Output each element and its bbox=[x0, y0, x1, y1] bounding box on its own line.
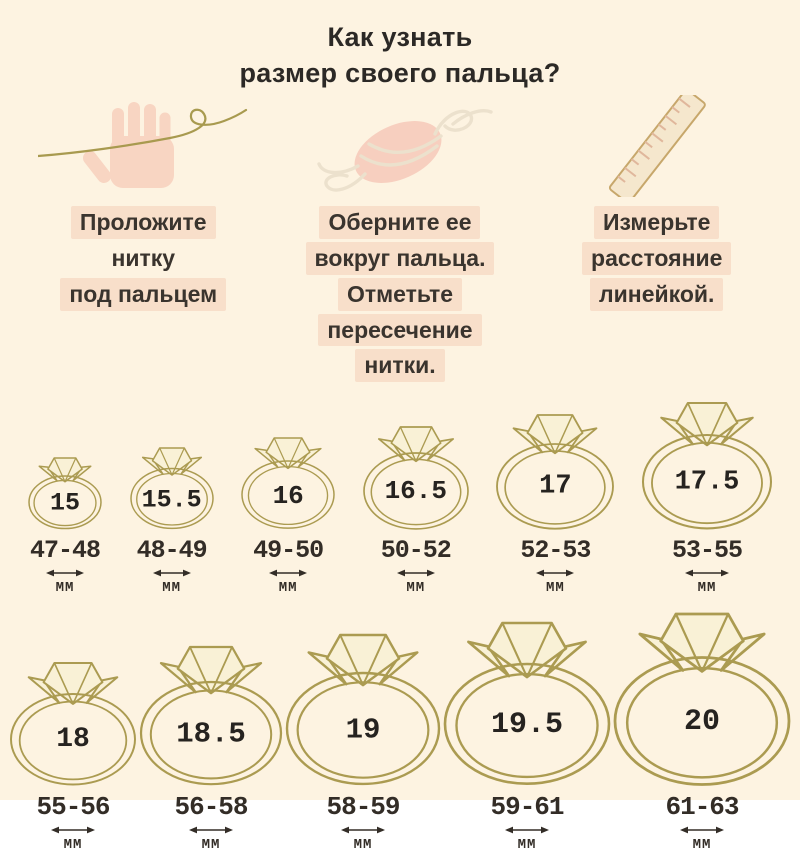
ring-size-number: 19.5 bbox=[490, 708, 564, 743]
finger-wrapped-thread-icon bbox=[268, 95, 531, 197]
ring-illustration: 20 bbox=[612, 612, 792, 789]
ring-size-card: 16 49-50 ММ bbox=[239, 436, 337, 596]
ring-unit-label: ММ bbox=[162, 579, 181, 596]
step-measure-ruler-text: Измерьте расстояние линейкой. bbox=[582, 203, 732, 313]
ring-size-number: 18 bbox=[56, 723, 90, 755]
ring-illustration: 16 bbox=[239, 436, 337, 532]
ring-size-number: 17.5 bbox=[674, 467, 740, 498]
step-wrap-thread-text: Оберните ее вокруг пальца. Отметьте пересеч… bbox=[305, 203, 495, 385]
ring-size-card: 18.5 56-58 ММ bbox=[138, 645, 284, 853]
step-measure-ruler: Измерьте расстояние линейкой. bbox=[532, 95, 782, 385]
ring-illustration: 15 bbox=[26, 456, 104, 533]
ring-size-card: 20 61-63 ММ bbox=[612, 612, 792, 853]
ring-unit-label: ММ bbox=[517, 836, 537, 853]
step-text-line: нитку bbox=[111, 245, 176, 271]
ring-size-number: 17 bbox=[539, 471, 572, 502]
ring-size-number: 20 bbox=[683, 704, 721, 739]
ring-unit-label: ММ bbox=[201, 836, 221, 853]
step-lay-thread-text: Проложите нитку под пальцем bbox=[60, 203, 227, 313]
page-title-line2: размер своего пальца? bbox=[239, 57, 561, 88]
ring-unit-label: ММ bbox=[406, 579, 426, 596]
ring-circumference-range: 47-48 bbox=[29, 536, 101, 566]
ring-size-number: 15.5 bbox=[141, 485, 202, 514]
ring-illustration: 18.5 bbox=[138, 645, 284, 788]
page-title-line1: Как узнать bbox=[327, 22, 473, 52]
ring-unit-label: ММ bbox=[278, 579, 298, 596]
ring-row-small-sizes: 15 47-48 ММ 15.5 48-49 ММ 16 49-50 ММ 16.5 50-52 ММ… bbox=[0, 401, 800, 596]
ring-unit-label: ММ bbox=[353, 836, 373, 853]
step-text-line: под пальцем bbox=[60, 277, 227, 311]
ring-circumference-range: 48-49 bbox=[136, 536, 208, 566]
step-lay-thread: Проложите нитку под пальцем bbox=[18, 95, 268, 385]
page-title: Как узнать размер своего пальца? bbox=[0, 0, 800, 91]
ring-unit-label: ММ bbox=[697, 579, 717, 596]
ring-illustration: 19 bbox=[284, 633, 442, 788]
ring-size-number: 16.5 bbox=[384, 476, 447, 507]
step-text-line: Измерьте bbox=[594, 206, 720, 239]
ring-circumference-range: 56-58 bbox=[174, 792, 248, 823]
ring-size-number: 18.5 bbox=[176, 717, 246, 751]
ring-size-card: 17 52-53 ММ bbox=[494, 413, 616, 596]
step-text-line: нитки. bbox=[355, 349, 445, 382]
step-text-line: Оберните ее bbox=[319, 206, 481, 239]
ring-size-card: 15 47-48 ММ bbox=[26, 456, 104, 596]
ring-row-large-sizes: 18 55-56 ММ 18.5 56-58 ММ 19 58-59 ММ 19.5 59-61 ММ… bbox=[0, 612, 800, 853]
step-text-line: вокруг пальца. bbox=[305, 242, 495, 275]
hand-with-thread-icon bbox=[18, 95, 268, 197]
ring-circumference-range: 52-53 bbox=[520, 536, 591, 566]
step-text-line: Отметьте bbox=[337, 277, 463, 311]
step-text-line: пересечение bbox=[318, 313, 482, 347]
ring-size-card: 19 58-59 ММ bbox=[284, 633, 442, 853]
instruction-steps: Проложите нитку под пальцем Оберните ее вок bbox=[0, 91, 800, 385]
ring-size-card: 15.5 48-49 ММ bbox=[128, 446, 216, 596]
step-wrap-thread: Оберните ее вокруг пальца. Отметьте пересеч… bbox=[268, 95, 531, 385]
ring-size-number: 16 bbox=[272, 480, 304, 511]
ring-unit-label: ММ bbox=[55, 579, 75, 596]
ring-circumference-range: 59-61 bbox=[490, 792, 564, 823]
ring-illustration: 18 bbox=[8, 661, 138, 789]
ring-illustration: 17.5 bbox=[640, 401, 774, 532]
ring-unit-label: ММ bbox=[63, 836, 83, 853]
step-text-line: Проложите bbox=[70, 206, 216, 239]
ring-size-number: 15 bbox=[49, 488, 81, 518]
ring-circumference-range: 55-56 bbox=[36, 792, 110, 823]
ring-size-card: 16.5 50-52 ММ bbox=[361, 425, 471, 596]
ring-unit-label: ММ bbox=[545, 579, 565, 596]
ring-size-card: 18 55-56 ММ bbox=[8, 661, 138, 853]
step-text-line: линейкой. bbox=[590, 277, 724, 311]
step-text-line: расстояние bbox=[582, 242, 732, 275]
ring-circumference-range: 50-52 bbox=[380, 536, 452, 566]
ring-size-card: 19.5 59-61 ММ bbox=[442, 621, 612, 853]
ring-illustration: 17 bbox=[494, 413, 616, 533]
ring-unit-label: ММ bbox=[692, 836, 712, 853]
ring-illustration: 19.5 bbox=[442, 621, 612, 788]
ring-circumference-range: 61-63 bbox=[665, 792, 739, 823]
ring-circumference-range: 49-50 bbox=[253, 536, 324, 566]
ring-size-number: 19 bbox=[345, 713, 381, 747]
ruler-icon bbox=[532, 95, 782, 198]
ring-circumference-range: 58-59 bbox=[326, 792, 400, 823]
ring-size-card: 17.5 53-55 ММ bbox=[640, 401, 774, 596]
ring-circumference-range: 53-55 bbox=[671, 536, 743, 566]
ring-illustration: 15.5 bbox=[128, 446, 216, 532]
ring-illustration: 16.5 bbox=[361, 425, 471, 533]
